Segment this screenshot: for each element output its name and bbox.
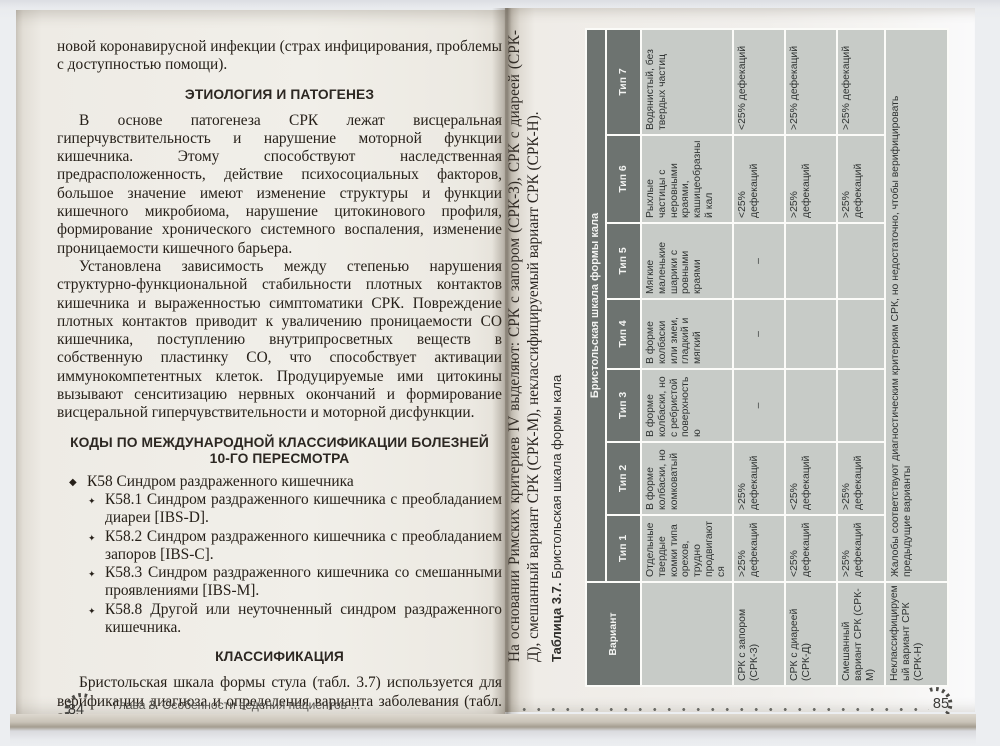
- type-5-description: Мягкие маленькие шарики с ровными краями: [642, 224, 732, 298]
- icd-list: ◆ К58 Синдром раздраженного кишечника ✦ …: [57, 473, 502, 638]
- type-4-description: В форме колбаски или змеи, гладкий и мяг…: [642, 300, 732, 368]
- list-item-text: К58.3 Синдром раздраженного кишечника со…: [105, 564, 502, 600]
- empty-cell: [642, 583, 732, 685]
- value-cell: [838, 300, 884, 368]
- value-cell: [838, 370, 884, 441]
- list-item-text: К58.8 Другой или неуточненный синдром ра…: [105, 600, 502, 637]
- type-4-header: Тип 4: [607, 300, 640, 368]
- value-cell: –: [734, 224, 784, 298]
- type-3-header: Тип 3: [607, 370, 640, 441]
- value-cell: [838, 224, 884, 298]
- value-cell: –: [734, 370, 784, 441]
- value-cell: >25% дефекаций: [734, 516, 784, 581]
- list-item-k58-8: ✦ К58.8 Другой или неуточненный синдром …: [57, 601, 502, 638]
- star-bullet-icon: ✦: [88, 495, 96, 506]
- value-cell: >25% дефекаций: [838, 443, 884, 514]
- value-cell: [786, 370, 836, 441]
- star-bullet-icon: ✦: [88, 569, 96, 580]
- variant-column-header: Вариант: [587, 583, 640, 685]
- value-cell: <25% дефекаций: [786, 443, 836, 514]
- table-caption-block: Таблица 3.7. Бристольская шкала формы ка…: [549, 352, 577, 662]
- section-heading-icd: КОДЫ ПО МЕЖДУНАРОДНОЙ КЛАССИФИКАЦИИ БОЛЕ…: [57, 435, 502, 467]
- type-7-description: Водянистый, без твердых частиц: [642, 30, 732, 134]
- list-item-k58-3: ✦ К58.3 Синдром раздраженного кишечника …: [57, 564, 502, 601]
- list-item-k58-2: ✦ К58.2 Синдром раздраженного кишечника …: [57, 528, 502, 565]
- icd-heading-line1: КОДЫ ПО МЕЖДУНАРОДНОЙ КЛАССИФИКАЦИИ БОЛЕ…: [70, 434, 489, 450]
- type-2-header: Тип 2: [607, 443, 640, 514]
- table-span-header: Бристольская шкала формы кала: [587, 30, 605, 581]
- diamond-bullet-icon: ◆: [69, 476, 77, 488]
- intro-continuation-paragraph: новой коронавирусной инфекции (страх инф…: [57, 38, 502, 74]
- gutter-shadow: [492, 8, 520, 714]
- tight-junctions-paragraph: Установлена зависимость между степенью н…: [57, 257, 502, 422]
- variant-row-header: СРК с запором (СРК-З): [734, 583, 784, 685]
- value-cell: [786, 224, 836, 298]
- table-caption-title: Бристольская шкала формы кала: [549, 374, 564, 579]
- table-caption: Таблица 3.7. Бристольская шкала формы ка…: [549, 352, 577, 662]
- list-item-text: К58.1 Синдром раздраженного кишечника с …: [105, 490, 502, 527]
- table-caption-label: Таблица 3.7.: [549, 582, 564, 662]
- star-bullet-icon: ✦: [88, 532, 96, 543]
- left-page-text-column: новой коронавирусной инфекции (страх инф…: [57, 38, 502, 729]
- icd-heading-line2: 10-ГО ПЕРЕСМОТРА: [209, 450, 350, 466]
- type-7-header: Тип 7: [607, 30, 640, 134]
- right-page: На основании Римских критериев IV выделя…: [505, 8, 975, 721]
- value-cell: >25% дефекаций: [838, 136, 884, 222]
- list-item-text: К58 Синдром раздраженного кишечника: [87, 472, 354, 490]
- variant-row-header: СРК с диареей (СРК-Д): [786, 583, 836, 685]
- variant-row-header: Смешанный вариант СРК (СРК-М): [838, 583, 884, 685]
- pathogenesis-paragraph: В основе патогенеза СРК лежат висцеральн…: [57, 111, 502, 257]
- list-item-text: К58.2 Синдром раздраженного кишечника с …: [105, 527, 502, 563]
- value-cell: >25% дефекаций: [838, 516, 884, 581]
- type-3-description: В форме колбаски, но с ребристой поверхн…: [642, 370, 732, 441]
- value-cell: >25% дефекаций: [838, 30, 884, 134]
- book-bottom-edge: [10, 714, 976, 746]
- type-1-header: Тип 1: [607, 516, 640, 581]
- dotted-separator-right: [517, 707, 929, 712]
- value-cell: <25% дефекаций: [734, 30, 784, 134]
- type-6-header: Тип 6: [607, 136, 640, 222]
- section-heading-classification: КЛАССИФИКАЦИЯ: [215, 649, 344, 665]
- value-cell: <25% дефекаций: [734, 136, 784, 222]
- type-5-header: Тип 5: [607, 224, 640, 298]
- star-bullet-icon: ✦: [88, 605, 96, 616]
- left-page: новой коронавирусной инфекции (страх инф…: [16, 10, 505, 728]
- section-heading-etiology: ЭТИОЛОГИЯ И ПАТОГЕНЕЗ: [184, 86, 375, 102]
- value-cell: –: [734, 300, 784, 368]
- variant-row-header: Неклассифицируемый вариант СРК (СРК-Н): [886, 583, 947, 685]
- value-cell: >25% дефекаций: [786, 136, 836, 222]
- list-item-k58: ◆ К58 Синдром раздраженного кишечника: [57, 473, 502, 491]
- type-1-description: Отдельные твердые комки типа орехов, тру…: [642, 516, 732, 581]
- bristol-table-rotated: Вариант Бристольская шкала формы кала Ти…: [585, 28, 949, 687]
- unclassified-note-cell: Жалобы соответствуют диагностическим кри…: [886, 30, 947, 581]
- value-cell: >25% дефекаций: [786, 30, 836, 134]
- value-cell: >25% дефекаций: [734, 443, 784, 514]
- bristol-table: Вариант Бристольская шкала формы кала Ти…: [585, 28, 949, 687]
- type-6-description: Рыхлые частицы с неровными краями, кашиц…: [642, 136, 732, 222]
- list-item-k58-1: ✦ К58.1 Синдром раздраженного кишечника …: [57, 491, 502, 528]
- page-number: 85: [932, 696, 950, 712]
- running-title-left: Глава 3. Особенности ведения пациентов .…: [113, 698, 361, 712]
- value-cell: <25% дефекаций: [786, 516, 836, 581]
- value-cell: [786, 300, 836, 368]
- type-2-description: В форме колбаски, но комковатый: [642, 443, 732, 514]
